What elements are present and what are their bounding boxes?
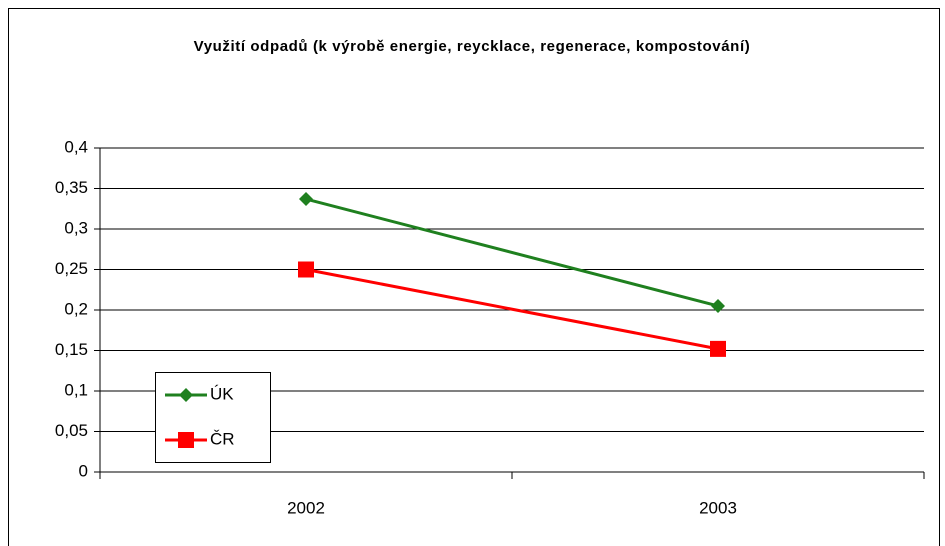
y-tick-label: 0 bbox=[79, 461, 88, 480]
series-line bbox=[305, 197, 719, 308]
y-tick-label: 0,3 bbox=[64, 218, 88, 237]
marker bbox=[179, 388, 193, 402]
y-tick-label: 0,4 bbox=[64, 137, 88, 156]
y-tick-label: 0,25 bbox=[55, 259, 88, 278]
y-tick-label: 0,2 bbox=[64, 299, 88, 318]
legend-label: ÚK bbox=[210, 384, 234, 403]
x-tick-label: 2003 bbox=[699, 498, 737, 517]
series-line bbox=[305, 268, 719, 351]
y-tick-label: 0,05 bbox=[55, 421, 88, 440]
y-tick-label: 0,35 bbox=[55, 178, 88, 197]
marker bbox=[710, 340, 726, 357]
x-tick-label: 2002 bbox=[287, 498, 325, 517]
chart-frame bbox=[8, 8, 940, 546]
y-tick-label: 0,15 bbox=[55, 340, 88, 359]
y-tick-label: 0,1 bbox=[64, 380, 88, 399]
legend-label: ČR bbox=[210, 429, 235, 448]
marker bbox=[298, 261, 314, 278]
chart-title: Využití odpadů (k výrobě energie, reyckl… bbox=[193, 38, 751, 55]
marker bbox=[299, 192, 313, 207]
legend-box bbox=[155, 372, 271, 463]
marker bbox=[178, 432, 194, 448]
marker bbox=[711, 298, 725, 313]
